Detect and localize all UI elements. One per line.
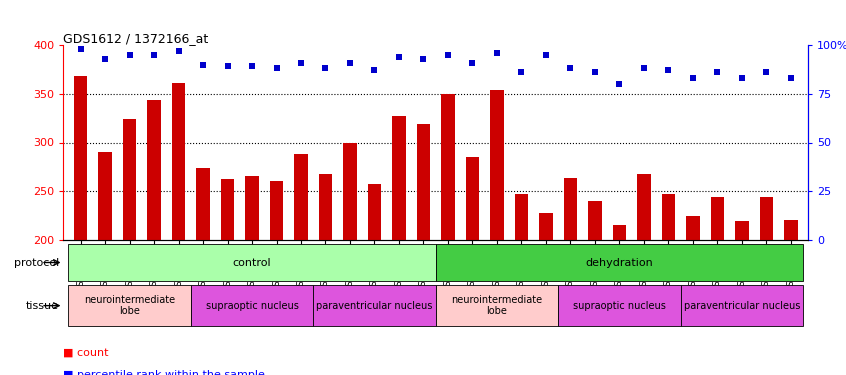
Point [123, 52, 136, 58]
Point [784, 75, 798, 81]
Text: ■ count: ■ count [63, 348, 109, 357]
Point [539, 52, 552, 58]
Text: neurointermediate
lobe: neurointermediate lobe [452, 295, 542, 316]
Point [711, 69, 724, 75]
Bar [319, 174, 332, 240]
Point [613, 81, 626, 87]
Bar [563, 178, 577, 240]
Bar [760, 197, 773, 240]
Bar [465, 157, 479, 240]
Bar [558, 285, 680, 326]
Bar [245, 176, 259, 240]
Point [393, 54, 406, 60]
Bar [436, 244, 803, 281]
Bar [69, 285, 191, 326]
Bar [442, 94, 454, 240]
Bar [172, 83, 185, 240]
Point [147, 52, 161, 58]
Point [172, 48, 185, 54]
Text: control: control [233, 258, 272, 267]
Bar [588, 201, 602, 240]
Bar [784, 219, 798, 240]
Bar [735, 220, 749, 240]
Text: protocol: protocol [14, 258, 59, 267]
Point [563, 65, 577, 71]
Point [662, 68, 675, 74]
Point [319, 65, 332, 71]
Bar [221, 178, 234, 240]
Point [294, 60, 308, 66]
Bar [294, 154, 308, 240]
Bar [539, 213, 552, 240]
Text: GDS1612 / 1372166_at: GDS1612 / 1372166_at [63, 32, 209, 45]
Bar [436, 285, 558, 326]
Bar [343, 144, 357, 240]
Point [417, 56, 431, 62]
Point [368, 68, 382, 74]
Text: neurointermediate
lobe: neurointermediate lobe [84, 295, 175, 316]
Point [686, 75, 700, 81]
Text: tissue: tissue [26, 301, 59, 310]
Bar [123, 119, 136, 240]
Bar [368, 184, 382, 240]
Bar [417, 124, 430, 240]
Bar [191, 285, 313, 326]
Bar [613, 225, 626, 240]
Point [98, 56, 112, 62]
Point [465, 60, 479, 66]
Bar [313, 285, 436, 326]
Point [221, 63, 234, 69]
Point [735, 75, 749, 81]
Point [760, 69, 773, 75]
Point [343, 60, 357, 66]
Bar [680, 285, 803, 326]
Point [637, 65, 651, 71]
Bar [637, 174, 651, 240]
Point [490, 50, 503, 56]
Point [270, 65, 283, 71]
Bar [686, 216, 700, 240]
Bar [74, 76, 87, 240]
Bar [514, 194, 528, 240]
Bar [662, 194, 675, 240]
Text: ■ percentile rank within the sample: ■ percentile rank within the sample [63, 370, 266, 375]
Text: dehydration: dehydration [585, 258, 653, 267]
Bar [196, 168, 210, 240]
Bar [490, 90, 503, 240]
Bar [69, 244, 436, 281]
Point [588, 69, 602, 75]
Bar [270, 180, 283, 240]
Bar [393, 116, 406, 240]
Bar [147, 100, 161, 240]
Text: paraventricular nucleus: paraventricular nucleus [316, 301, 432, 310]
Text: supraoptic nucleus: supraoptic nucleus [206, 301, 299, 310]
Bar [98, 152, 112, 240]
Text: supraoptic nucleus: supraoptic nucleus [573, 301, 666, 310]
Point [441, 52, 454, 58]
Point [74, 46, 87, 52]
Point [245, 63, 259, 69]
Point [514, 69, 528, 75]
Point [196, 62, 210, 68]
Text: paraventricular nucleus: paraventricular nucleus [684, 301, 800, 310]
Bar [711, 197, 724, 240]
